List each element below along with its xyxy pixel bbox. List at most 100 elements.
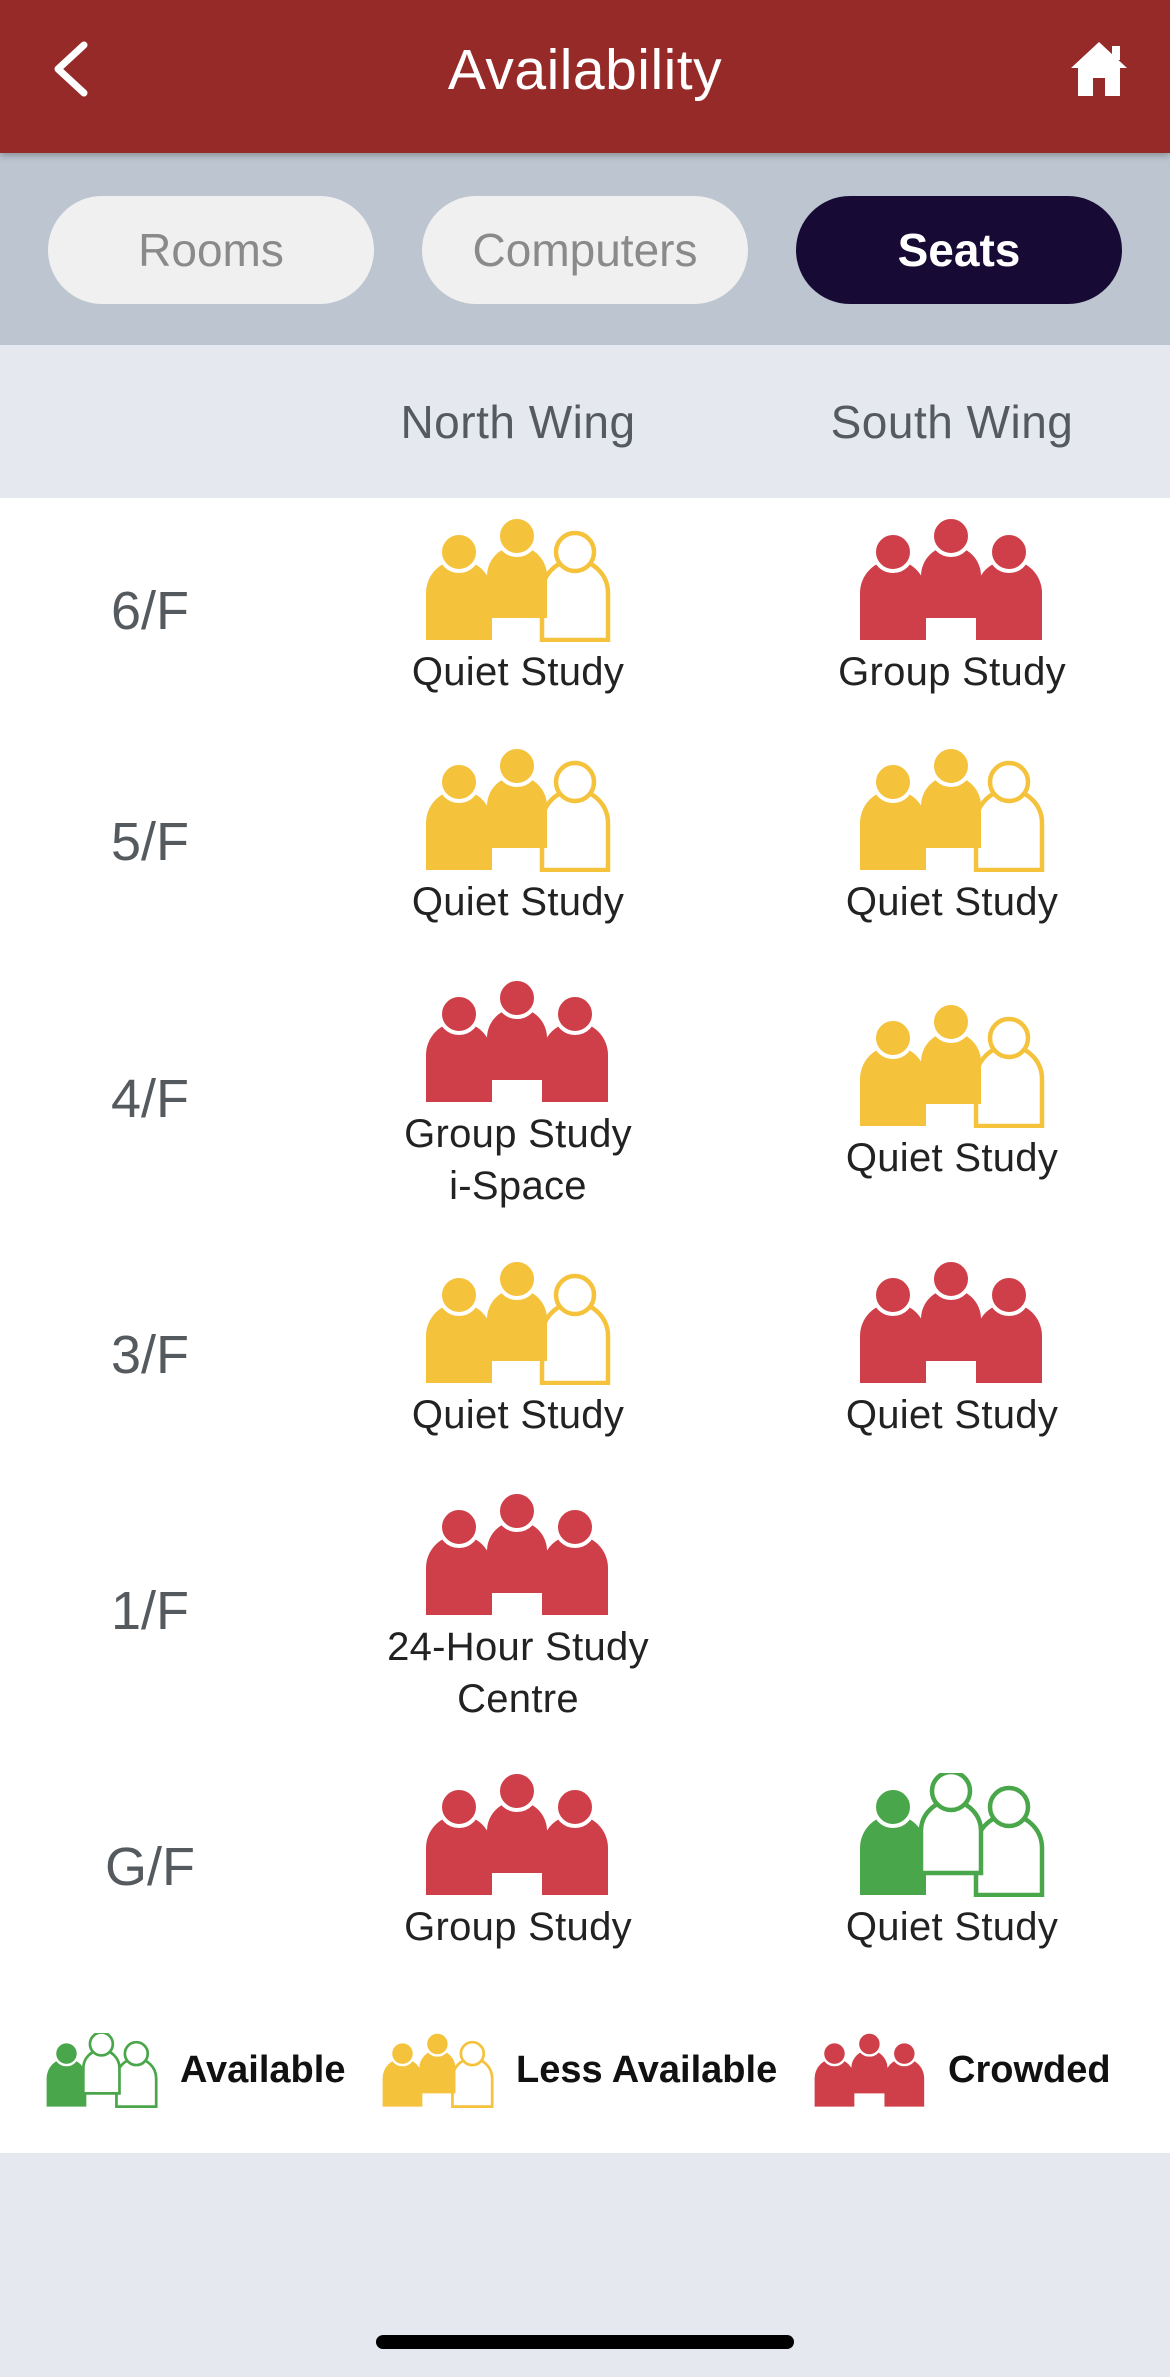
tab-computers[interactable]: Computers <box>422 196 748 304</box>
space-label: Quiet Study <box>411 880 625 924</box>
person-left <box>426 531 492 640</box>
space-label: Quiet Study <box>411 650 625 694</box>
person-middle <box>487 1261 547 1361</box>
legend: Available Less Available Crowded <box>0 2030 1170 2110</box>
occupancy-icon <box>426 1261 611 1385</box>
cell-4f-north[interactable]: Group Study i-Space <box>318 980 718 1212</box>
person-right <box>542 993 608 1102</box>
column-north-wing: North Wing <box>400 395 636 448</box>
person-middle <box>921 1261 981 1361</box>
occupancy-icon <box>860 1773 1045 1897</box>
legend-label: Less Available <box>516 2048 778 2091</box>
cell-5f-north[interactable]: Quiet Study <box>318 748 718 928</box>
person-left <box>426 1506 492 1615</box>
person-right <box>973 760 1045 872</box>
floor-label-1f: 1/F <box>110 1581 190 1641</box>
tab-seats[interactable]: Seats <box>796 196 1122 304</box>
occupancy-icon <box>426 1773 608 1895</box>
space-label: Group Study <box>404 1905 632 1949</box>
available-people-icon <box>46 2032 158 2108</box>
person-middle <box>921 1004 981 1104</box>
column-header-row: North Wing South Wing <box>0 345 1170 498</box>
person-middle <box>921 518 981 618</box>
less-available-people-icon <box>382 2032 494 2108</box>
person-right <box>542 1786 608 1895</box>
crowded-people-icon <box>814 2032 925 2107</box>
person-middle <box>487 748 547 848</box>
occupancy-icon <box>426 518 611 642</box>
person-right <box>539 1273 611 1385</box>
floor-label-6f: 6/F <box>110 581 190 641</box>
cell-gf-south[interactable]: Quiet Study <box>752 1773 1152 1953</box>
space-label: Group Study <box>838 650 1066 694</box>
app-header: Availability <box>0 0 1170 153</box>
person-left <box>860 1274 926 1383</box>
person-middle <box>487 1773 547 1873</box>
space-label: Quiet Study <box>845 1905 1059 1949</box>
cell-3f-south[interactable]: Quiet Study <box>752 1261 1152 1441</box>
person-right <box>539 760 611 872</box>
floor-label-5f: 5/F <box>110 812 190 872</box>
tab-rooms[interactable]: Rooms <box>48 196 374 304</box>
occupancy-icon <box>860 1004 1045 1128</box>
home-icon <box>1071 42 1127 96</box>
availability-grid: 6/F Quiet Study Group Study 5/F Quiet St… <box>0 498 1170 2153</box>
occupancy-icon <box>860 1261 1042 1383</box>
person-right <box>451 2040 494 2108</box>
legend-label: Available <box>180 2048 346 2091</box>
person-left <box>382 2040 423 2107</box>
person-right <box>115 2040 158 2108</box>
person-middle <box>921 748 981 848</box>
back-button[interactable] <box>40 36 100 102</box>
cell-6f-south[interactable]: Group Study <box>752 518 1152 698</box>
cell-3f-north[interactable]: Quiet Study <box>318 1261 718 1441</box>
person-right <box>539 530 611 642</box>
cell-gf-north[interactable]: Group Study <box>318 1773 718 1953</box>
floor-label-3f: 3/F <box>110 1325 190 1385</box>
legend-label: Crowded <box>948 2048 1111 2091</box>
person-left <box>426 1786 492 1895</box>
person-middle <box>419 2032 456 2093</box>
person-left <box>426 993 492 1102</box>
occupancy-icon <box>860 748 1045 872</box>
person-left <box>860 1017 926 1126</box>
person-left <box>46 2040 87 2107</box>
cell-1f-north[interactable]: 24-Hour Study Centre <box>318 1493 718 1725</box>
person-right <box>973 1016 1045 1128</box>
space-label: Quiet Study <box>845 880 1059 924</box>
home-button[interactable] <box>1066 36 1132 102</box>
space-label: Quiet Study <box>845 1393 1059 1437</box>
person-right <box>973 1785 1045 1897</box>
person-left <box>814 2040 855 2107</box>
column-south-wing: South Wing <box>830 395 1074 448</box>
legend-less-available: Less Available <box>382 2030 777 2110</box>
floor-label-gf: G/F <box>105 1837 195 1897</box>
person-middle <box>851 2032 888 2093</box>
cell-4f-south[interactable]: Quiet Study <box>752 1004 1152 1184</box>
chevron-left-icon <box>54 41 88 97</box>
person-left <box>426 1274 492 1383</box>
legend-available: Available <box>46 2030 345 2110</box>
space-label: Quiet Study <box>411 1393 625 1437</box>
occupancy-icon <box>860 518 1042 640</box>
cell-6f-north[interactable]: Quiet Study <box>318 518 718 698</box>
person-middle <box>918 1773 984 1876</box>
cell-5f-south[interactable]: Quiet Study <box>752 748 1152 928</box>
home-indicator[interactable] <box>376 2335 794 2349</box>
person-left <box>860 531 926 640</box>
space-label: Group Study i-Space <box>404 1112 632 1208</box>
occupancy-icon <box>426 748 611 872</box>
space-label: Quiet Study <box>845 1136 1059 1180</box>
floor-label-4f: 4/F <box>110 1069 190 1129</box>
person-middle <box>487 518 547 618</box>
person-left <box>426 761 492 870</box>
segment-tabbar: Rooms Computers Seats <box>0 153 1170 345</box>
page-title: Availability <box>447 38 723 102</box>
person-right <box>542 1506 608 1615</box>
space-label: 24-Hour Study Centre <box>387 1625 649 1721</box>
person-middle <box>81 2032 121 2095</box>
legend-crowded: Crowded <box>814 2030 1111 2110</box>
person-right <box>976 531 1042 640</box>
person-left <box>860 1786 926 1895</box>
person-middle <box>487 980 547 1080</box>
